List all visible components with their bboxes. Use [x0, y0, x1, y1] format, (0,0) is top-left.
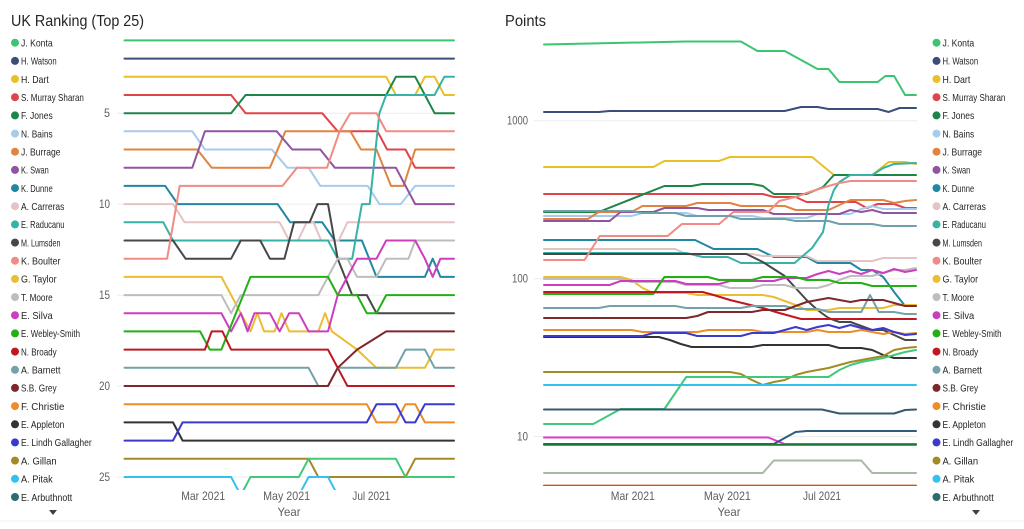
svg-text:H. Dart: H. Dart — [943, 74, 971, 86]
svg-text:25: 25 — [99, 470, 110, 484]
svg-text:E. Webley-Smith: E. Webley-Smith — [943, 328, 1002, 340]
svg-text:10: 10 — [517, 430, 528, 444]
svg-text:H. Watson: H. Watson — [943, 56, 979, 68]
svg-text:A. Pitak: A. Pitak — [21, 474, 53, 486]
svg-text:A. Barnett: A. Barnett — [21, 365, 61, 377]
svg-text:K. Dunne: K. Dunne — [21, 183, 53, 195]
svg-text:S. Murray Sharan: S. Murray Sharan — [21, 92, 84, 104]
svg-text:K. Swan: K. Swan — [943, 165, 971, 177]
svg-text:Points: Points — [505, 13, 546, 30]
svg-text:J. Burrage: J. Burrage — [943, 147, 983, 159]
svg-text:E. Lindh Gallagher: E. Lindh Gallagher — [943, 437, 1014, 449]
svg-text:100: 100 — [512, 272, 528, 286]
svg-text:N. Bains: N. Bains — [21, 128, 53, 140]
svg-text:E. Arbuthnott: E. Arbuthnott — [943, 492, 994, 504]
svg-text:A. Gillan: A. Gillan — [943, 455, 979, 467]
svg-text:15: 15 — [99, 288, 110, 302]
svg-text:M. Lumsden: M. Lumsden — [943, 237, 983, 249]
svg-text:E. Lindh Gallagher: E. Lindh Gallagher — [21, 437, 92, 449]
svg-text:5: 5 — [104, 106, 110, 120]
svg-text:May 2021: May 2021 — [704, 489, 751, 503]
svg-text:F. Christie: F. Christie — [943, 401, 987, 413]
svg-text:E. Raducanu: E. Raducanu — [21, 219, 65, 231]
svg-text:S.B. Grey: S.B. Grey — [943, 383, 979, 395]
svg-text:S. Murray Sharan: S. Murray Sharan — [943, 92, 1006, 104]
svg-text:E. Silva: E. Silva — [21, 310, 53, 322]
svg-text:20: 20 — [99, 379, 110, 393]
svg-text:N. Broady: N. Broady — [943, 346, 979, 358]
svg-text:K. Dunne: K. Dunne — [943, 183, 975, 195]
svg-text:Year: Year — [718, 505, 741, 519]
svg-text:F. Christie: F. Christie — [21, 401, 65, 413]
svg-text:M. Lumsden: M. Lumsden — [21, 237, 61, 249]
svg-text:UK Ranking (Top 25): UK Ranking (Top 25) — [11, 13, 144, 30]
svg-text:T. Moore: T. Moore — [21, 292, 53, 304]
svg-text:A. Gillan: A. Gillan — [21, 455, 57, 467]
svg-text:H. Dart: H. Dart — [21, 74, 49, 86]
svg-text:A. Pitak: A. Pitak — [943, 474, 975, 486]
svg-text:E. Appleton: E. Appleton — [943, 419, 987, 431]
svg-text:A. Carreras: A. Carreras — [943, 201, 986, 213]
svg-text:E. Raducanu: E. Raducanu — [943, 219, 987, 231]
svg-text:1000: 1000 — [507, 114, 528, 128]
svg-text:Mar 2021: Mar 2021 — [181, 489, 225, 503]
svg-text:10: 10 — [99, 197, 110, 211]
svg-text:K. Boulter: K. Boulter — [943, 256, 983, 268]
svg-text:J. Burrage: J. Burrage — [21, 147, 61, 159]
svg-text:May 2021: May 2021 — [263, 489, 310, 503]
svg-text:J. Konta: J. Konta — [943, 38, 975, 50]
svg-text:G. Taylor: G. Taylor — [21, 274, 57, 286]
svg-text:E. Webley-Smith: E. Webley-Smith — [21, 328, 80, 340]
svg-text:K. Boulter: K. Boulter — [21, 256, 61, 268]
svg-text:Mar 2021: Mar 2021 — [611, 489, 655, 503]
svg-text:T. Moore: T. Moore — [943, 292, 975, 304]
svg-text:Jul 2021: Jul 2021 — [352, 489, 390, 503]
svg-text:E. Appleton: E. Appleton — [21, 419, 65, 431]
svg-text:E. Arbuthnott: E. Arbuthnott — [21, 492, 72, 504]
svg-text:F. Jones: F. Jones — [943, 110, 975, 122]
svg-text:S.B. Grey: S.B. Grey — [21, 383, 57, 395]
svg-text:H. Watson: H. Watson — [21, 56, 57, 68]
svg-text:K. Swan: K. Swan — [21, 165, 49, 177]
svg-text:A. Carreras: A. Carreras — [21, 201, 64, 213]
svg-text:N. Bains: N. Bains — [943, 128, 975, 140]
svg-text:Year: Year — [278, 505, 301, 519]
svg-text:J. Konta: J. Konta — [21, 38, 53, 50]
svg-text:E. Silva: E. Silva — [943, 310, 975, 322]
svg-text:N. Broady: N. Broady — [21, 346, 57, 358]
svg-text:F. Jones: F. Jones — [21, 110, 53, 122]
svg-text:A. Barnett: A. Barnett — [943, 365, 983, 377]
svg-text:G. Taylor: G. Taylor — [943, 274, 979, 286]
svg-text:Jul 2021: Jul 2021 — [803, 489, 841, 503]
